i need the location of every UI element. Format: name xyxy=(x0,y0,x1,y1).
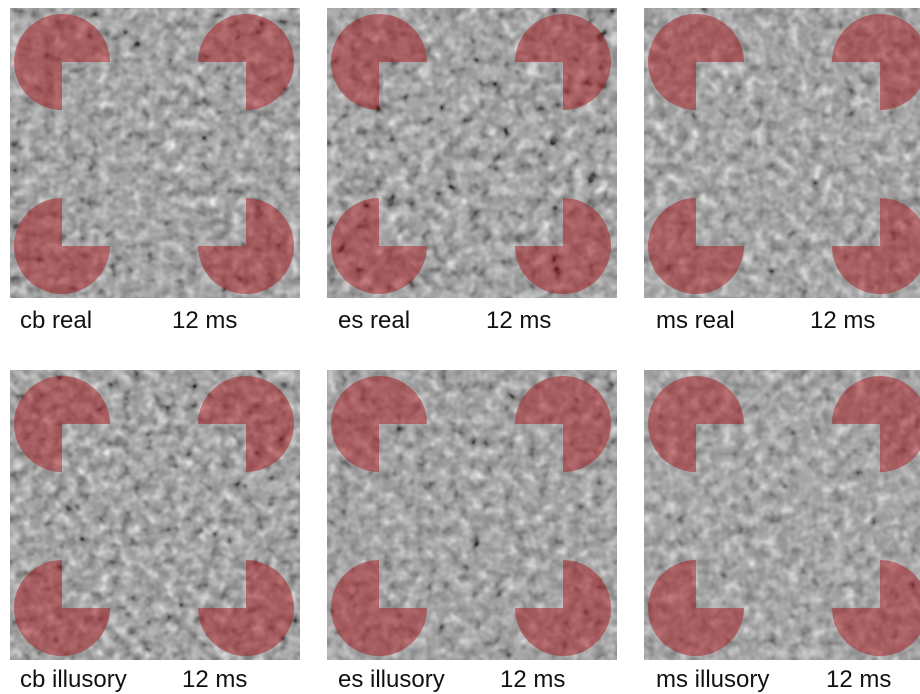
classification-image-cb-illusory xyxy=(10,370,300,660)
inducer-bottom-right xyxy=(832,198,920,294)
inducer-top-left xyxy=(14,376,110,472)
classification-image-cb-real xyxy=(10,8,300,298)
duration-label: 12 ms xyxy=(182,666,248,693)
caption-ms-real: ms real 12 ms xyxy=(656,307,875,334)
classification-image-es-real xyxy=(327,8,617,298)
inducer-top-right xyxy=(515,14,611,110)
inducer-top-left xyxy=(648,14,744,110)
caption-es-illusory: es illusory 12 ms xyxy=(338,666,565,693)
inducer-top-left xyxy=(648,376,744,472)
duration-label: 12 ms xyxy=(486,307,552,334)
classification-image-ms-real xyxy=(644,8,920,298)
inducer-bottom-right xyxy=(198,560,294,656)
duration-label: 12 ms xyxy=(172,307,238,334)
condition-label: cb real xyxy=(20,307,93,334)
inducer-bottom-left xyxy=(331,198,427,294)
duration-label: 12 ms xyxy=(810,307,876,334)
condition-label: ms real xyxy=(656,307,735,334)
condition-label: ms illusory xyxy=(656,666,770,693)
inducer-top-left xyxy=(331,376,427,472)
inducer-bottom-right xyxy=(198,198,294,294)
inducer-bottom-left xyxy=(331,560,427,656)
caption-ms-illusory: ms illusory 12 ms xyxy=(656,666,891,693)
classification-image-es-illusory xyxy=(327,370,617,660)
inducer-bottom-right xyxy=(515,198,611,294)
inducer-bottom-right xyxy=(515,560,611,656)
inducer-top-right xyxy=(515,376,611,472)
inducer-bottom-left xyxy=(648,198,744,294)
condition-label: cb illusory xyxy=(20,666,127,693)
duration-label: 12 ms xyxy=(500,666,566,693)
duration-label: 12 ms xyxy=(826,666,892,693)
caption-cb-illusory: cb illusory 12 ms xyxy=(20,666,247,693)
inducer-bottom-left xyxy=(14,198,110,294)
condition-label: es real xyxy=(338,307,411,334)
inducer-top-left xyxy=(14,14,110,110)
inducer-top-right xyxy=(832,14,920,110)
inducer-bottom-right xyxy=(832,560,920,656)
caption-es-real: es real 12 ms xyxy=(338,307,551,334)
inducer-top-right xyxy=(832,376,920,472)
inducer-top-left xyxy=(331,14,427,110)
inducer-bottom-left xyxy=(648,560,744,656)
classification-image-ms-illusory xyxy=(644,370,920,660)
inducer-top-right xyxy=(198,376,294,472)
condition-label: es illusory xyxy=(338,666,445,693)
inducer-bottom-left xyxy=(14,560,110,656)
inducer-top-right xyxy=(198,14,294,110)
caption-cb-real: cb real 12 ms xyxy=(20,307,237,334)
